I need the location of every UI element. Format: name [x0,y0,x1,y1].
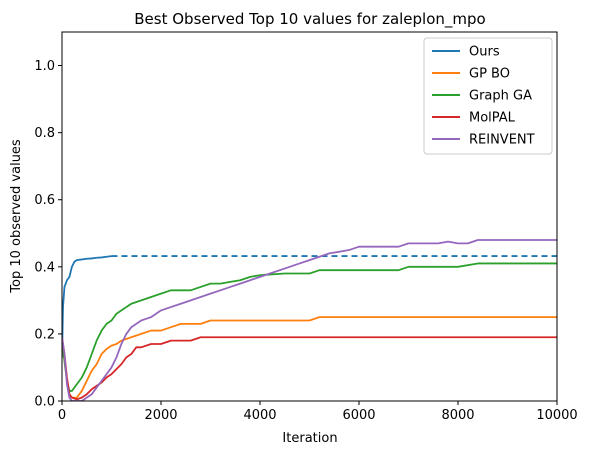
y-tick-label: 0.6 [34,193,55,208]
y-tick-label: 1.0 [34,59,55,74]
series-line-gp-bo [62,316,557,399]
x-axis-title: Iteration [282,431,337,446]
x-tick-label: 0 [58,408,66,423]
x-tick-label: 10000 [536,408,577,423]
series-line-reinvent [62,239,557,401]
plot-frame [61,31,558,402]
y-tick-label: 0.2 [34,327,55,342]
plot-area [62,239,557,401]
legend-label-molpal: MolPAL [469,111,516,126]
legend-label-reinvent: REINVENT [469,133,535,148]
legend-label-gp-bo: GP BO [469,67,510,82]
series-line-molpal [62,336,557,401]
legend-label-graph-ga: Graph GA [469,89,532,104]
x-tick-label: 6000 [342,408,375,423]
series-line-ours [62,255,112,358]
legend-box [423,37,553,155]
y-tick-label: 0.8 [34,126,55,141]
y-tick-label: 0.4 [34,260,55,275]
x-tick-label: 8000 [441,408,474,423]
y-axis-title: Top 10 observed values [9,139,24,294]
axes: 0 2000 4000 6000 8000 10000 0.0 0.2 0.4 0.6 0.8 1.0 [34,59,577,423]
chart-title: Best Observed Top 10 values for zaleplon… [134,10,485,29]
legend: Ours GP BO Graph GA MolPAL REINVENT [423,37,553,155]
x-tick-label: 4000 [243,408,276,423]
y-tick-label: 0.0 [34,395,55,410]
series-line-graph-ga [62,262,557,392]
legend-label-ours: Ours [469,45,500,60]
x-tick-label: 2000 [144,408,177,423]
